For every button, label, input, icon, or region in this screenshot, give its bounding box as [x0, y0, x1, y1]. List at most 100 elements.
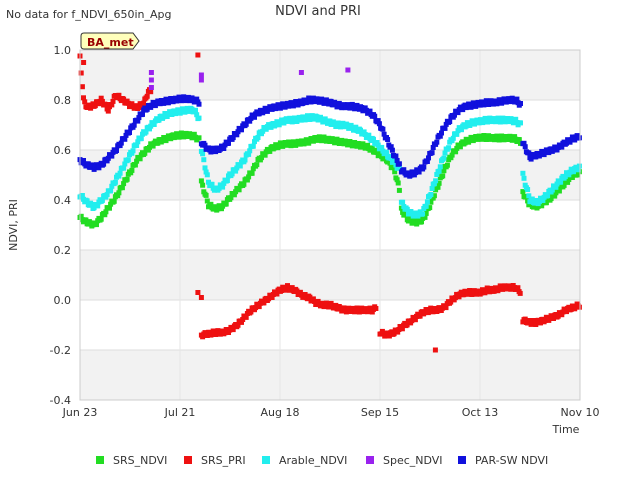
par-sw-ndvi-point	[213, 149, 219, 155]
arable-ndvi-point	[147, 126, 152, 132]
arable-ndvi-point	[384, 150, 389, 156]
arable-ndvi-point	[200, 151, 206, 157]
arable-ndvi-point	[358, 127, 363, 133]
srs-pri-point	[456, 294, 462, 300]
srs-pri-point	[568, 306, 574, 312]
srs-ndvi-point	[107, 205, 112, 211]
srs-ndvi-point	[295, 138, 301, 144]
srs-ndvi-point	[339, 137, 345, 143]
srs-ndvi-point	[267, 148, 273, 154]
arable-ndvi-point	[450, 135, 456, 141]
srs-ndvi-point	[111, 198, 117, 204]
srs-pri-point	[430, 309, 436, 315]
par-sw-ndvi-point	[282, 104, 288, 110]
srs-ndvi-point	[134, 158, 140, 164]
par-sw-ndvi-point	[202, 142, 208, 148]
arable-ndvi-point	[281, 120, 287, 126]
srs-ndvi-point	[516, 137, 522, 143]
srs-ndvi-point	[392, 169, 398, 175]
srs-ndvi-point	[414, 221, 420, 227]
srs-pri-point	[230, 327, 236, 333]
srs-ndvi-point	[142, 150, 148, 156]
srs-ndvi-point	[431, 193, 437, 199]
par-sw-ndvi-point	[326, 101, 332, 107]
arable-ndvi-point	[474, 117, 480, 123]
srs-pri-point	[294, 288, 300, 294]
srs-ndvi-point	[561, 182, 567, 188]
y-tick-label: -0.4	[50, 394, 71, 407]
arable-ndvi-point	[441, 155, 447, 161]
arable-ndvi-point	[194, 112, 200, 118]
srs-pri-point	[99, 98, 105, 104]
arable-ndvi-point	[340, 120, 346, 126]
par-sw-ndvi-point	[221, 146, 227, 151]
srs-pri-point	[500, 286, 506, 292]
srs-ndvi-point	[168, 136, 174, 142]
par-sw-ndvi-point	[81, 158, 86, 163]
par-sw-ndvi-point	[341, 102, 347, 108]
srs-ndvi-point	[228, 195, 234, 201]
srs-ndvi-point	[246, 174, 252, 180]
x-tick-label: Sep 15	[361, 406, 399, 419]
par-sw-ndvi-point	[336, 100, 342, 106]
legend-item-par-sw-ndvi: PAR-SW NDVI	[458, 454, 548, 467]
arable-ndvi-point	[202, 165, 208, 171]
srs-ndvi-point	[223, 201, 229, 207]
srs-pri-point	[289, 285, 295, 291]
par-sw-ndvi-point	[226, 140, 231, 146]
par-sw-ndvi-point	[264, 108, 270, 114]
arable-ndvi-point	[571, 169, 576, 175]
arable-ndvi-point	[125, 157, 131, 163]
arable-ndvi-point	[540, 198, 546, 203]
arable-ndvi-point	[388, 156, 394, 161]
srs-pri-point	[359, 305, 365, 311]
srs-pri-point	[417, 313, 423, 319]
arable-ndvi-point	[135, 139, 141, 145]
arable-ndvi-point	[196, 115, 202, 121]
arable-ndvi-point	[322, 116, 328, 122]
par-sw-ndvi-point	[429, 150, 435, 156]
srs-pri-point	[204, 333, 210, 338]
srs-ndvi-point	[115, 193, 121, 199]
srs-pri-point	[373, 306, 379, 311]
legend-swatch	[96, 456, 104, 464]
par-sw-ndvi-point	[437, 133, 443, 139]
srs-pri-point	[515, 285, 521, 291]
legend-swatch	[262, 456, 270, 464]
srs-ndvi-point	[78, 213, 84, 219]
par-sw-ndvi-point	[526, 150, 532, 156]
par-sw-ndvi-point	[194, 96, 200, 102]
arable-ndvi-point	[379, 144, 385, 150]
srs-pri-point	[285, 283, 290, 289]
background-band	[80, 150, 580, 200]
srs-ndvi-point	[556, 188, 562, 194]
arable-ndvi-point	[454, 131, 460, 137]
srs-pri-point	[195, 52, 201, 58]
srs-pri-point	[200, 334, 206, 340]
par-sw-ndvi-point	[439, 130, 444, 136]
srs-pri-point	[343, 309, 349, 315]
srs-ndvi-point	[436, 180, 442, 186]
arable-ndvi-point	[294, 119, 300, 124]
par-sw-ndvi-point	[434, 139, 440, 145]
par-sw-ndvi-point	[157, 101, 163, 107]
srs-ndvi-point	[102, 212, 108, 218]
srs-pri-point	[432, 347, 438, 353]
arable-ndvi-point	[375, 142, 381, 148]
srs-pri-point	[109, 102, 115, 108]
arable-ndvi-point	[442, 150, 448, 156]
srs-ndvi-point	[259, 155, 264, 161]
par-sw-ndvi-point	[131, 122, 137, 128]
srs-pri-point	[404, 322, 410, 328]
x-tick-label: Jul 21	[164, 406, 196, 419]
arable-ndvi-point	[84, 198, 90, 204]
srs-pri-point	[81, 60, 87, 65]
legend-item-spec-ndvi: Spec_NDVI	[366, 454, 443, 467]
arable-ndvi-point	[255, 135, 261, 140]
srs-ndvi-point	[150, 143, 156, 149]
arable-ndvi-point	[229, 171, 235, 177]
arable-ndvi-point	[204, 172, 210, 178]
par-sw-ndvi-point	[247, 118, 253, 124]
srs-pri-point	[79, 84, 85, 90]
srs-pri-point	[103, 102, 109, 107]
